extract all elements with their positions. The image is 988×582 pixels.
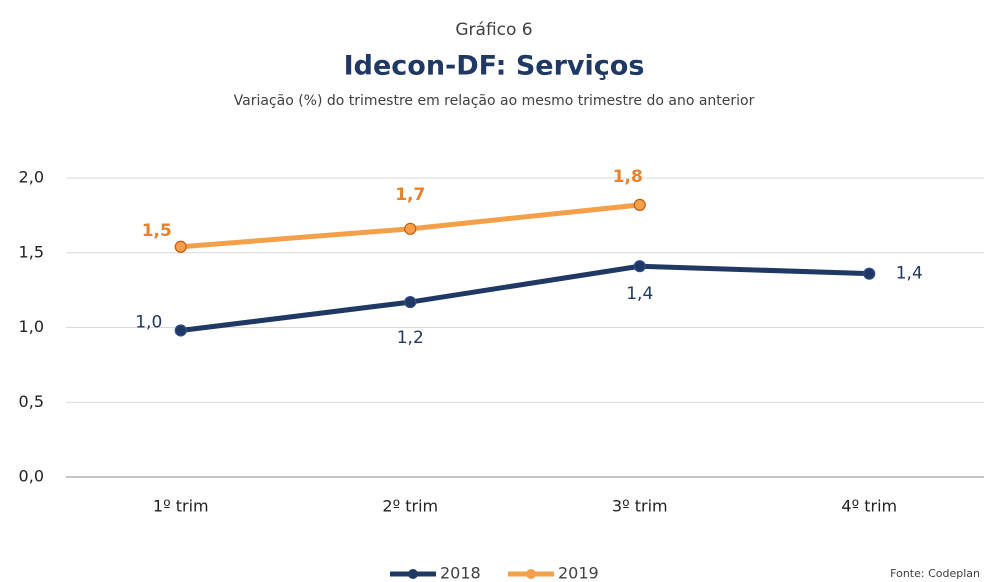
y-tick-label: 0,0 [19, 467, 44, 486]
legend-label: 2018 [440, 564, 481, 582]
x-tick-label: 4º trim [841, 497, 897, 516]
legend-label: 2019 [558, 564, 599, 582]
chart-subtitle: Variação (%) do trimestre em relação ao … [234, 93, 755, 109]
point-marker [404, 295, 417, 309]
chart-kicker: Gráfico 6 [455, 20, 532, 40]
x-tick-label: 3º trim [612, 497, 668, 516]
legend-marker [526, 569, 536, 579]
data-label: 1,8 [613, 167, 643, 187]
data-label: 1,4 [626, 284, 653, 304]
point-marker [633, 198, 646, 212]
y-tick-label: 0,5 [19, 392, 44, 411]
point-marker [174, 240, 187, 253]
source-note: Fonte: Codeplan [890, 567, 980, 580]
point-marker [863, 267, 876, 280]
data-label: 1,2 [397, 328, 424, 348]
point-marker [174, 324, 187, 337]
data-label: 1,7 [395, 185, 425, 205]
data-label: 1,4 [896, 264, 923, 284]
point-marker [404, 222, 417, 235]
chart-title: Idecon-DF: Serviços [344, 51, 645, 82]
x-tick-label: 1º trim [153, 497, 209, 516]
y-tick-label: 1,5 [19, 242, 44, 261]
legend-marker [408, 569, 418, 579]
data-label: 1,5 [142, 221, 172, 241]
series-line [180, 263, 870, 333]
point-marker [633, 260, 646, 273]
y-tick-label: 2,0 [19, 168, 44, 187]
data-label: 1,0 [135, 312, 162, 332]
x-tick-label: 2º trim [382, 497, 438, 516]
y-tick-label: 1,0 [19, 317, 44, 336]
